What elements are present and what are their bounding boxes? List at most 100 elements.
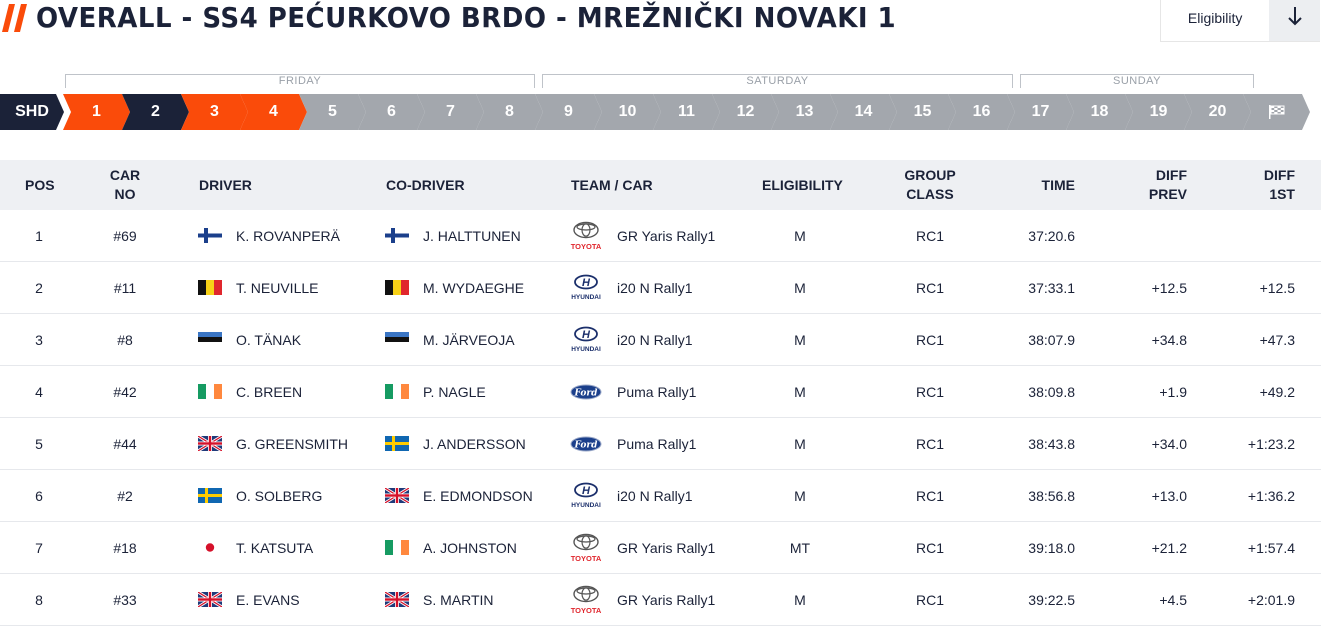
cell-driver: T. NEUVILLE: [198, 262, 318, 313]
svg-text:H: H: [582, 329, 591, 341]
car-model: i20 N Rally1: [617, 487, 693, 504]
cell-eligibility: MT: [789, 539, 811, 556]
stage-tab-16[interactable]: 16: [948, 94, 1015, 130]
stage-label: 1: [92, 103, 101, 120]
co-driver-name[interactable]: M. JÄRVEOJA: [423, 331, 515, 348]
cell-team-car: H HYUNDAI i20 N Rally1: [569, 470, 692, 521]
stage-tab-19[interactable]: 19: [1125, 94, 1192, 130]
stage-label: 7: [446, 103, 455, 120]
stage-tab-shd[interactable]: SHD: [0, 94, 64, 130]
stage-tab-10[interactable]: 10: [594, 94, 661, 130]
stage-tab-1[interactable]: 1: [63, 94, 130, 130]
cell-driver: K. ROVANPERÄ: [198, 210, 340, 261]
driver-name[interactable]: T. NEUVILLE: [236, 279, 319, 296]
cell-team-car: H HYUNDAI i20 N Rally1: [569, 262, 692, 313]
car-model: i20 N Rally1: [617, 279, 693, 296]
co-driver-name[interactable]: E. EDMONDSON: [423, 487, 533, 504]
cell-car-no: #42: [113, 383, 137, 400]
table-row[interactable]: 2 #11 T. NEUVILLE M. WYDAEGHE H HYUNDAI i20 N …: [0, 262, 1321, 314]
page-header: OVERALL - SS4 PEĆURKOVO BRDO - MREŽNIČKI…: [0, 0, 1339, 44]
cell-time: 39:18.0: [1028, 539, 1075, 556]
stage-tab-2[interactable]: 2: [122, 94, 189, 130]
driver-name[interactable]: O. TÄNAK: [236, 331, 302, 348]
cell-team-car: TOYOTA GR Yaris Rally1: [569, 574, 715, 625]
car-model: Puma Rally1: [617, 435, 697, 452]
co-driver-name[interactable]: P. NAGLE: [423, 383, 486, 400]
ie-flag-icon: [385, 540, 409, 555]
stage-tab-13[interactable]: 13: [771, 94, 838, 130]
stage-tab-11[interactable]: 11: [653, 94, 720, 130]
stage-label: 5: [328, 103, 337, 120]
cell-diff-1st: +1:23.2: [1247, 435, 1295, 452]
cell-group-class: RC1: [915, 487, 944, 504]
stage-tab-7[interactable]: 7: [417, 94, 484, 130]
arrow-down-icon[interactable]: [1269, 0, 1320, 41]
cell-diff-prev: +1.9: [1159, 383, 1187, 400]
be-flag-icon: [385, 280, 409, 295]
table-row[interactable]: 3 #8 O. TÄNAK M. JÄRVEOJA H HYUNDAI i20 N Rall…: [0, 314, 1321, 366]
driver-name[interactable]: O. SOLBERG: [236, 487, 323, 504]
driver-name[interactable]: G. GREENSMITH: [236, 435, 349, 452]
stage-label: 9: [564, 103, 573, 120]
table-row[interactable]: 6 #2 O. SOLBERG E. EDMONDSON H HYUNDAI i20 N R…: [0, 470, 1321, 522]
col-driver: DRIVER: [199, 176, 252, 193]
stage-tab-4[interactable]: 4: [240, 94, 307, 130]
cell-co-driver: M. WYDAEGHE: [385, 262, 524, 313]
stage-label: 11: [678, 103, 695, 120]
co-driver-name[interactable]: J. HALTTUNEN: [423, 227, 521, 244]
driver-name[interactable]: E. EVANS: [236, 591, 300, 608]
stage-tab-9[interactable]: 9: [535, 94, 602, 130]
co-driver-name[interactable]: A. JOHNSTON: [423, 539, 517, 556]
car-model: i20 N Rally1: [617, 331, 693, 348]
cell-pos: 6: [35, 487, 43, 504]
table-row[interactable]: 4 #42 C. BREEN P. NAGLE Ford Puma Rally1 M RC1 3…: [0, 366, 1321, 418]
cell-car-no: #2: [117, 487, 133, 504]
stage-finish[interactable]: [1243, 94, 1310, 130]
cell-pos: 8: [35, 591, 43, 608]
cell-time: 38:56.8: [1028, 487, 1075, 504]
table-row[interactable]: 1 #69 K. ROVANPERÄ J. HALTTUNEN TOYOTA GR Yar…: [0, 210, 1321, 262]
eligibility-filter-button[interactable]: Eligibility: [1160, 0, 1320, 42]
stage-tab-17[interactable]: 17: [1007, 94, 1074, 130]
hyundai-logo-icon: H HYUNDAI: [569, 325, 603, 355]
co-driver-name[interactable]: S. MARTIN: [423, 591, 494, 608]
cell-group-class: RC1: [915, 435, 944, 452]
stage-tab-12[interactable]: 12: [712, 94, 779, 130]
cell-eligibility: M: [794, 227, 806, 244]
col-diff-1st-line2: 1ST: [1269, 186, 1295, 202]
col-eligibility: ELIGIBILITY: [762, 176, 843, 193]
cell-time: 37:20.6: [1028, 227, 1075, 244]
gb-flag-icon: [198, 592, 222, 607]
cell-co-driver: J. ANDERSSON: [385, 418, 526, 469]
co-driver-name[interactable]: M. WYDAEGHE: [423, 279, 525, 296]
toyota-logo-icon: TOYOTA: [569, 533, 603, 563]
stage-tab-14[interactable]: 14: [830, 94, 897, 130]
co-driver-name[interactable]: J. ANDERSSON: [423, 435, 526, 452]
stage-tab-3[interactable]: 3: [181, 94, 248, 130]
stage-tab-15[interactable]: 15: [889, 94, 956, 130]
stage-tab-20[interactable]: 20: [1184, 94, 1251, 130]
table-row[interactable]: 7 #18 T. KATSUTA A. JOHNSTON TOYOTA GR Yaris …: [0, 522, 1321, 574]
stage-label: 18: [1090, 103, 1109, 120]
col-car-no-line1: CAR: [109, 167, 141, 183]
cell-time: 38:07.9: [1028, 331, 1075, 348]
cell-co-driver: A. JOHNSTON: [385, 522, 517, 573]
stage-label: 13: [795, 103, 814, 120]
driver-name[interactable]: K. ROVANPERÄ: [236, 227, 340, 244]
stage-tab-8[interactable]: 8: [476, 94, 543, 130]
table-header: POS CAR NO DRIVER CO-DRIVER TEAM / CAR E…: [0, 160, 1321, 210]
stage-tab-18[interactable]: 18: [1066, 94, 1133, 130]
fi-flag-icon: [385, 228, 409, 243]
driver-name[interactable]: C. BREEN: [236, 383, 303, 400]
ie-flag-icon: [198, 384, 222, 399]
cell-eligibility: M: [794, 591, 806, 608]
gb-flag-icon: [385, 592, 409, 607]
stage-tab-5[interactable]: 5: [299, 94, 366, 130]
driver-name[interactable]: T. KATSUTA: [236, 539, 314, 556]
table-row[interactable]: 5 #44 G. GREENSMITH J. ANDERSSON Ford Puma Ra…: [0, 418, 1321, 470]
table-body: 1 #69 K. ROVANPERÄ J. HALTTUNEN TOYOTA GR Yar…: [0, 210, 1321, 626]
table-row[interactable]: 8 #33 E. EVANS S. MARTIN TOYOTA GR Yaris Rall…: [0, 574, 1321, 626]
fi-flag-icon: [198, 228, 222, 243]
col-group-line1: GROUP: [904, 167, 956, 183]
stage-tab-6[interactable]: 6: [358, 94, 425, 130]
